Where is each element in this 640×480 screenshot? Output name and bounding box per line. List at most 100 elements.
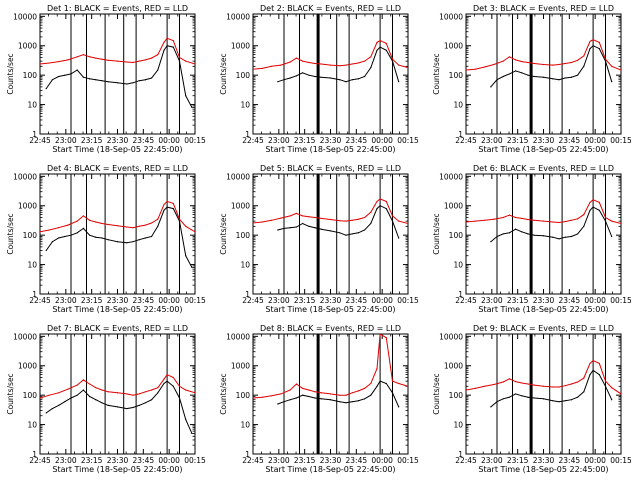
data-point-lld — [552, 386, 554, 388]
data-point-events — [126, 242, 128, 244]
data-point-events — [95, 79, 97, 81]
data-point-events — [151, 399, 153, 401]
data-point-lld — [351, 219, 353, 221]
data-point-lld — [67, 388, 69, 390]
x-tick-label: 22:45 — [455, 456, 477, 465]
data-point-events — [191, 266, 193, 269]
x-tick-label: 00:15 — [610, 296, 632, 305]
y-tick-label: 1000 — [18, 362, 37, 371]
data-point-events — [64, 235, 66, 238]
data-point-lld — [376, 41, 378, 43]
data-point-lld — [474, 220, 476, 222]
data-point-lld — [611, 387, 613, 389]
data-point-events — [364, 75, 366, 78]
series-line-lld — [40, 37, 195, 65]
data-point-events — [592, 369, 594, 371]
series-line-lld — [40, 373, 195, 399]
data-point-events — [58, 404, 60, 406]
x-tick-label: 23:00 — [481, 296, 503, 305]
y-tick-label: 10000 — [226, 12, 250, 21]
series-group — [466, 199, 621, 243]
data-point-lld — [351, 392, 353, 394]
y-tick-label: 100 — [449, 71, 464, 80]
data-point-lld — [194, 392, 195, 394]
data-point-lld — [552, 221, 554, 223]
x-tick-label: 23:30 — [320, 296, 342, 305]
data-point-lld — [289, 61, 291, 63]
y-axis-label: Counts/sec — [6, 53, 15, 94]
data-point-events — [345, 234, 347, 236]
x-tick-label: 23:45 — [133, 136, 155, 145]
data-point-lld — [151, 389, 153, 391]
data-point-events — [144, 237, 146, 239]
data-point-events — [564, 400, 566, 402]
data-point-events — [570, 76, 573, 78]
data-point-events — [379, 380, 381, 382]
data-point-events — [611, 399, 613, 401]
y-tick-label: 10 — [453, 421, 463, 430]
data-point-events — [398, 81, 400, 83]
data-point-events — [308, 74, 310, 76]
data-point-events — [589, 47, 591, 50]
y-tick-label: 10000 — [13, 12, 37, 21]
data-point-events — [527, 74, 529, 76]
plot-frame — [39, 333, 196, 455]
data-point-lld — [95, 221, 97, 223]
data-point-events — [598, 374, 600, 376]
data-point-events — [116, 241, 119, 243]
series-line-events — [277, 380, 400, 408]
x-axis-label: Start Time (18-Sep-05 22:45:00) — [265, 145, 395, 154]
data-point-lld — [40, 63, 41, 65]
x-tick-label: 22:45 — [242, 136, 264, 145]
data-point-events — [533, 397, 535, 399]
data-point-lld — [178, 385, 181, 387]
data-point-events — [138, 80, 140, 82]
data-point-lld — [533, 219, 535, 221]
data-point-events — [339, 401, 341, 403]
data-point-events — [370, 394, 372, 396]
data-point-events — [527, 396, 529, 398]
x-tick-label: 00:15 — [397, 296, 419, 305]
data-point-lld — [474, 68, 476, 70]
y-tick-label: 100 — [23, 71, 38, 80]
y-tick-label: 1 — [32, 290, 37, 299]
data-point-events — [611, 235, 613, 238]
data-point-events — [533, 75, 535, 78]
chart-title: Det 6: BLACK = Events, RED = LLD — [473, 164, 614, 173]
x-tick-label: 00:15 — [184, 296, 206, 305]
data-point-lld — [302, 387, 304, 389]
y-tick-label: 10000 — [226, 332, 250, 341]
x-tick-label: 22:45 — [242, 456, 264, 465]
data-point-events — [329, 399, 332, 401]
series-line-events — [45, 380, 193, 434]
plot-frame — [252, 13, 409, 135]
chart-title: Det 1: BLACK = Events, RED = LLD — [47, 4, 188, 13]
data-point-lld — [620, 222, 621, 225]
data-point-lld — [101, 389, 103, 391]
data-point-events — [172, 46, 174, 48]
data-point-lld — [484, 219, 486, 221]
chart-title: Det 4: BLACK = Events, RED = LLD — [47, 164, 188, 173]
x-tick-label: 22:45 — [455, 296, 477, 305]
y-axis-label: Counts/sec — [6, 373, 15, 414]
data-point-events — [521, 231, 523, 233]
data-point-events — [51, 407, 54, 410]
y-tick-label: 10 — [453, 101, 463, 110]
data-point-events — [508, 232, 510, 234]
y-axis-label: Counts/sec — [6, 213, 15, 254]
y-axis-label: Counts/sec — [219, 213, 228, 254]
y-tick-label: 100 — [236, 231, 251, 240]
data-point-events — [542, 398, 545, 400]
x-tick-label: 00:00 — [584, 456, 606, 465]
y-tick-label: 1 — [245, 130, 250, 139]
data-point-events — [101, 80, 103, 82]
data-point-events — [283, 227, 285, 229]
data-point-events — [82, 389, 84, 391]
data-point-lld — [466, 69, 467, 71]
data-point-events — [172, 385, 174, 387]
data-point-lld — [116, 225, 119, 227]
data-point-events — [598, 209, 600, 211]
data-point-events — [370, 67, 372, 69]
data-point-events — [178, 60, 181, 62]
data-point-events — [351, 79, 353, 81]
